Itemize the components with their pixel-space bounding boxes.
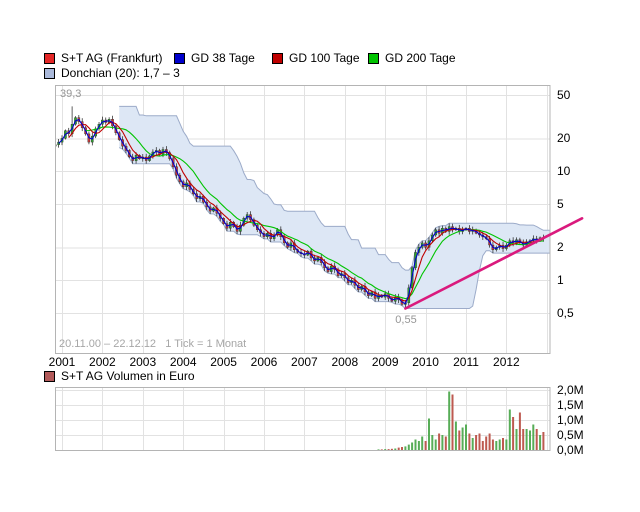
high-annotation: 39,3	[60, 88, 82, 100]
price-tick-label: 0,5	[557, 306, 574, 320]
year-tick-label: 2003	[129, 355, 157, 369]
volume-tick-label: 0,5M	[557, 428, 584, 442]
year-tick-label: 2007	[291, 355, 318, 369]
price-tick-label: 2	[557, 240, 564, 255]
volume-swatch-icon	[44, 370, 55, 382]
year-tick-label: 2012	[493, 355, 520, 369]
year-tick-label: 2005	[210, 355, 237, 369]
price-tick-label: 20	[557, 131, 571, 146]
legend-label: GD 200 Tage	[385, 51, 456, 65]
gd38-swatch-icon	[174, 52, 185, 64]
year-tick-label: 2008	[331, 355, 359, 369]
legend-item-gd38: GD 38 Tage	[174, 52, 255, 64]
volume-tick-label: 0,0M	[557, 443, 584, 457]
year-tick-label: 2011	[453, 355, 479, 369]
gd200-swatch-icon	[368, 52, 379, 64]
volume-tick-label: 1,5M	[557, 398, 584, 412]
range-note: 20.11.00 – 22.12.12 1 Tick = 1 Monat	[59, 338, 247, 350]
price-series-swatch-icon	[44, 52, 55, 64]
year-tick-label: 2002	[89, 355, 116, 369]
volume-tick-label: 2,0M	[557, 383, 584, 397]
year-tick-label: 2010	[412, 355, 439, 369]
legend-item-price-series: S+T AG (Frankfurt)	[44, 52, 162, 64]
year-tick-label: 2001	[48, 355, 76, 369]
legend-item-gd100: GD 100 Tage	[272, 52, 360, 64]
volume-legend-label: S+T AG Volumen in Euro	[61, 369, 195, 383]
year-tick-label: 2009	[371, 355, 399, 369]
price-tick-label: 1	[557, 273, 564, 288]
volume-legend: S+T AG Volumen in Euro	[44, 370, 195, 382]
price-tick-label: 5	[557, 197, 564, 211]
year-tick-label: 2006	[250, 355, 278, 369]
legend-item-donchian: Donchian (20): 1,7 – 3	[44, 67, 180, 79]
volume-tick-label: 1,0M	[557, 413, 584, 427]
year-tick-label: 2004	[169, 355, 197, 369]
legend-label: GD 100 Tage	[289, 51, 360, 65]
donchian-swatch-icon	[44, 67, 55, 79]
legend-label: S+T AG (Frankfurt)	[61, 51, 163, 65]
legend-label: Donchian (20): 1,7 – 3	[61, 66, 180, 80]
legend-item-gd200: GD 200 Tage	[368, 52, 456, 64]
price-tick-label: 10	[557, 164, 571, 179]
price-tick-label: 50	[557, 88, 571, 102]
low-annotation: 0,55	[395, 314, 417, 326]
gd100-swatch-icon	[272, 52, 283, 64]
legend-label: GD 38 Tage	[191, 51, 255, 65]
